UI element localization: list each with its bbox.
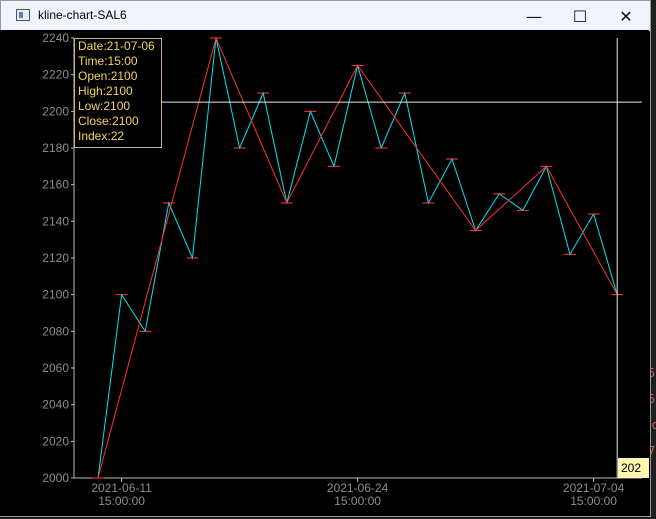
title-bar[interactable]: kline-chart-SAL6 — ☐ ✕	[1, 1, 650, 31]
y-tick-label: 2200	[42, 104, 69, 118]
y-tick-label: 2240	[42, 31, 69, 45]
y-tick-label: 2180	[42, 141, 69, 155]
x-tick-date: 2021-06-11	[91, 481, 152, 495]
tooltip-time: Time:15:00	[78, 54, 138, 68]
tooltip-high: High:2100	[78, 84, 133, 98]
y-tick-label: 2100	[42, 288, 69, 302]
tooltip-date: Date:21-07-06	[78, 39, 155, 53]
y-tick-label: 2080	[42, 324, 69, 338]
maximize-button[interactable]: ☐	[572, 6, 588, 26]
app-icon	[16, 9, 30, 21]
tooltip-low: Low:2100	[78, 99, 131, 113]
x-tick-time: 15:00:00	[334, 494, 381, 508]
x-tick-time: 15:00:00	[570, 494, 617, 508]
kline-chart[interactable]: 2000 2020 2040 2060 2080 2100 2120 2140 2160 2180…	[0, 30, 649, 516]
y-tick-label: 2060	[42, 361, 69, 375]
y-tick-label: 2000	[42, 471, 69, 485]
x-tick-date: 2021-06-24	[327, 481, 389, 495]
y-tick-label: 2120	[42, 251, 69, 265]
y-tick-label: 2020	[42, 434, 69, 448]
minimize-button[interactable]: —	[526, 6, 542, 26]
tooltip-open: Open:2100	[78, 69, 138, 83]
background-text: 5	[648, 366, 656, 380]
background-text: 5	[648, 392, 656, 406]
y-tick-label: 2140	[42, 214, 69, 228]
y-tick-label: 2160	[42, 178, 69, 192]
y-tick-label: 2220	[42, 68, 69, 82]
y-tick-label: 2040	[42, 398, 69, 412]
window-title: kline-chart-SAL6	[38, 8, 127, 22]
x-tick-time: 15:00:00	[98, 494, 145, 508]
crosshair-x-label: 202	[618, 458, 649, 478]
tooltip-close: Close:2100	[78, 114, 139, 128]
x-tick-date: 2021-07-04	[563, 481, 625, 495]
price-line	[97, 37, 618, 479]
background-text: 7	[648, 444, 656, 458]
data-tooltip: Date:21-07-06 Time:15:00 Open:2100 High:…	[74, 38, 162, 148]
close-button[interactable]: ✕	[619, 6, 633, 26]
trend-line	[97, 36, 618, 479]
tooltip-index: Index:22	[78, 129, 125, 143]
